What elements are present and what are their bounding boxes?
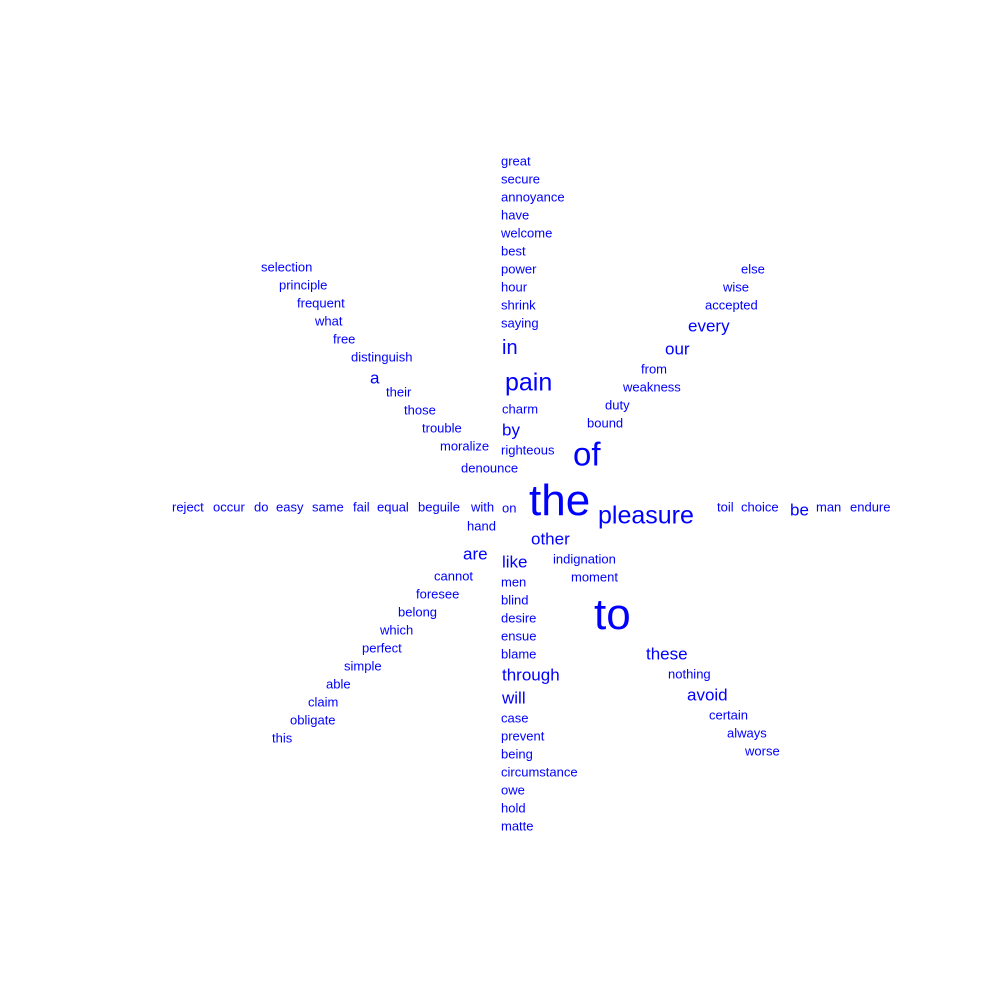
word: matte xyxy=(501,818,534,834)
word: righteous xyxy=(501,442,555,458)
word: these xyxy=(646,644,688,664)
word: have xyxy=(501,207,530,223)
word: pain xyxy=(505,368,553,397)
word: man xyxy=(816,499,842,515)
word: shrink xyxy=(501,297,536,313)
word: hour xyxy=(501,279,528,295)
word: obligate xyxy=(290,712,336,728)
word: on xyxy=(502,500,517,516)
word: bound xyxy=(587,415,624,431)
word: indignation xyxy=(553,551,616,567)
word: cannot xyxy=(434,568,474,584)
word: easy xyxy=(276,499,304,515)
word: like xyxy=(502,552,528,572)
word: power xyxy=(501,261,537,277)
word: great xyxy=(501,153,531,169)
word: worse xyxy=(745,743,780,759)
word: nothing xyxy=(668,666,711,682)
word: frequent xyxy=(297,295,345,311)
word: ensue xyxy=(501,628,537,644)
word: do xyxy=(254,499,269,515)
word: weakness xyxy=(623,379,681,395)
word: reject xyxy=(172,499,204,515)
word: other xyxy=(531,529,570,549)
word: being xyxy=(501,746,533,762)
word: charm xyxy=(502,401,539,417)
word: fail xyxy=(353,499,370,515)
word: certain xyxy=(709,707,749,723)
word: be xyxy=(790,500,809,520)
word: every xyxy=(688,316,730,336)
word: endure xyxy=(850,499,891,515)
word: perfect xyxy=(362,640,402,656)
word: able xyxy=(326,676,351,692)
word: duty xyxy=(605,397,630,413)
word: belong xyxy=(398,604,438,620)
word: choice xyxy=(741,499,779,515)
word: toil xyxy=(717,499,734,515)
word: prevent xyxy=(501,728,545,744)
word: desire xyxy=(501,610,537,626)
word: pleasure xyxy=(598,501,694,530)
word: owe xyxy=(501,782,525,798)
word: claim xyxy=(308,694,339,710)
word: denounce xyxy=(461,460,519,476)
word: occur xyxy=(213,499,245,515)
word: distinguish xyxy=(351,349,413,365)
word: equal xyxy=(377,499,409,515)
word: with xyxy=(471,499,495,515)
word: selection xyxy=(261,259,313,275)
word: those xyxy=(404,402,436,418)
word: principle xyxy=(279,277,328,293)
word: are xyxy=(463,544,488,564)
word: saying xyxy=(501,315,539,331)
word: moralize xyxy=(440,438,490,454)
word: in xyxy=(502,337,518,359)
word: moment xyxy=(571,569,618,585)
word: our xyxy=(665,339,690,359)
word: best xyxy=(501,243,526,259)
word: annoyance xyxy=(501,189,565,205)
word: to xyxy=(594,590,631,639)
word: free xyxy=(333,331,356,347)
word: a xyxy=(370,368,380,388)
word: trouble xyxy=(422,420,462,436)
word: case xyxy=(501,710,529,726)
word: through xyxy=(502,665,560,685)
word: same xyxy=(312,499,344,515)
word: welcome xyxy=(501,225,553,241)
word: avoid xyxy=(687,685,728,705)
word: simple xyxy=(344,658,382,674)
word: what xyxy=(315,313,343,329)
word: blame xyxy=(501,646,537,662)
word: wise xyxy=(723,279,750,295)
word: by xyxy=(502,420,520,440)
word: foresee xyxy=(416,586,460,602)
word: which xyxy=(380,622,414,638)
word: always xyxy=(727,725,767,741)
word: their xyxy=(386,384,412,400)
word: will xyxy=(502,688,526,708)
word: hold xyxy=(501,800,526,816)
word: beguile xyxy=(418,499,460,515)
word: of xyxy=(573,435,601,473)
word: hand xyxy=(467,518,496,534)
word: men xyxy=(501,574,527,590)
word: blind xyxy=(501,592,529,608)
word: the xyxy=(529,476,591,525)
word: accepted xyxy=(705,297,758,313)
word: this xyxy=(272,730,293,746)
word: else xyxy=(741,261,765,277)
word: from xyxy=(641,361,667,377)
word: circumstance xyxy=(501,764,578,780)
word: secure xyxy=(501,171,541,187)
